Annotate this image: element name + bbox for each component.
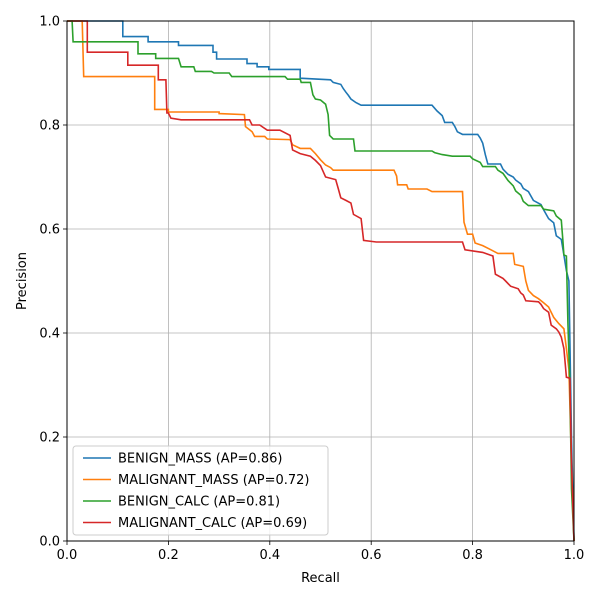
series-line-malignant-mass [67, 20, 575, 542]
series-line-benign-calc [67, 20, 575, 542]
legend-label: BENIGN_CALC (AP=0.81) [118, 495, 280, 510]
x-tick-label: 0.8 [462, 548, 483, 563]
y-tick-label: 0.6 [39, 223, 60, 238]
y-tick-label: 1.0 [39, 15, 60, 30]
legend-label: BENIGN_MASS (AP=0.86) [118, 452, 282, 467]
legend-box [72, 445, 329, 536]
axis-ticks: 0.0 0.2 0.4 0.6 0.8 1.0 0.0 0.2 0.4 0.6 0.8 1.0 [39, 15, 584, 564]
series-line-benign-mass [67, 20, 575, 542]
x-tick-label: 0.4 [259, 548, 280, 563]
x-tick-label: 0.2 [158, 548, 179, 563]
x-tick-label: 0.0 [57, 548, 78, 563]
y-tick-label: 0.2 [39, 431, 60, 446]
legend: BENIGN_MASS (AP=0.86) MALIGNANT_MASS (AP=… [72, 445, 329, 536]
plot-frame [66, 20, 575, 542]
y-tick-label: 0.0 [39, 535, 60, 550]
x-axis-label: Recall [301, 571, 340, 586]
x-tick-label: 0.6 [361, 548, 382, 563]
y-tick-label: 0.8 [39, 119, 60, 134]
legend-label: MALIGNANT_MASS (AP=0.72) [118, 473, 310, 488]
y-axis-label: Precision [15, 252, 30, 310]
x-tick-label: 1.0 [564, 548, 585, 563]
y-tick-label: 0.4 [39, 327, 60, 342]
series-line-malignant-calc [67, 20, 575, 542]
legend-label: MALIGNANT_CALC (AP=0.69) [118, 516, 307, 531]
series-lines [67, 20, 575, 542]
